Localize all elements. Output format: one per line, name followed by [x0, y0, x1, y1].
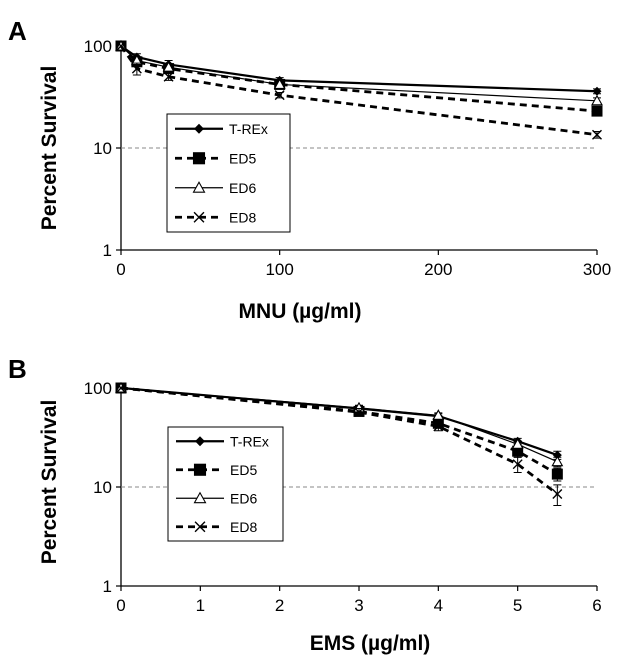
data-point [592, 129, 602, 140]
legend-marker-ed5 [193, 463, 207, 476]
data-point [551, 455, 564, 467]
data-point [552, 488, 563, 499]
x-tick-label: 5 [513, 596, 522, 615]
data-point [116, 383, 126, 393]
data-point [592, 86, 602, 96]
legend-marker-ed8 [193, 211, 205, 223]
legend-label-ed5: ED5 [229, 150, 256, 166]
legend-label-t-rex: T-REx [230, 433, 269, 449]
panel-letter: B [8, 354, 27, 384]
legend-label-ed6: ED6 [229, 180, 256, 196]
legend: T-REx ED5 ED6 ED8 [166, 113, 291, 233]
legend-marker-t-rex [194, 123, 204, 134]
legend-label-ed5: ED5 [230, 462, 257, 478]
panel-a: A Percent Survival MNU (µg/ml) 1 10 100 0 10… [8, 16, 611, 323]
x-tick-label: 100 [265, 260, 293, 279]
legend: T-REx ED5 ED6 ED8 [167, 426, 284, 542]
data-point [354, 407, 364, 418]
series-line [120, 45, 598, 93]
x-axis-label: MNU (µg/ml) [239, 300, 362, 323]
y-tick-label: 10 [93, 139, 112, 158]
series-ed8 [116, 41, 602, 140]
y-tick-label: 1 [103, 577, 112, 596]
data-point [163, 71, 174, 82]
y-axis-label: Percent Survival [38, 66, 61, 231]
x-tick-label: 4 [434, 596, 443, 615]
data-point [512, 459, 523, 470]
legend-marker-ed8 [194, 521, 206, 533]
data-point [162, 61, 175, 72]
data-point [116, 41, 126, 51]
error-bar [553, 484, 562, 507]
x-tick-label: 1 [196, 596, 205, 615]
legend-label-ed6: ED6 [230, 490, 257, 506]
y-tick-label: 10 [93, 478, 112, 497]
data-point [591, 94, 603, 106]
legend-label-ed8: ED8 [229, 209, 256, 225]
series-line [120, 386, 559, 496]
legend-marker-t-rex [195, 436, 205, 447]
y-tick-label: 1 [103, 241, 112, 260]
x-tick-label: 6 [592, 596, 601, 615]
y-axis-label: Percent Survival [38, 400, 61, 565]
legend-box [167, 426, 284, 542]
x-tick-label: 2 [275, 596, 284, 615]
data-point [274, 90, 285, 101]
legend-label-ed8: ED8 [230, 519, 257, 535]
y-tick-label: 100 [84, 37, 112, 56]
panel-letter: A [8, 16, 27, 46]
series-line [120, 45, 598, 102]
x-tick-label: 300 [583, 260, 611, 279]
data-point [432, 409, 445, 420]
series-ed8 [116, 383, 563, 507]
x-tick-label: 200 [424, 260, 452, 279]
series-ed6 [115, 39, 603, 106]
data-point [511, 438, 524, 449]
y-tick-label: 100 [84, 379, 112, 398]
data-point [433, 421, 444, 432]
data-point [131, 63, 142, 74]
x-tick-label: 3 [354, 596, 363, 615]
x-axis-label: EMS (µg/ml) [310, 632, 431, 655]
legend-marker-ed5 [192, 152, 206, 165]
data-point [551, 468, 563, 480]
legend-marker-ed6 [193, 491, 207, 504]
x-tick-label: 0 [116, 260, 125, 279]
legend-label-t-rex: T-REx [229, 121, 268, 137]
data-point [591, 105, 603, 117]
legend-box [166, 113, 291, 233]
legend-marker-ed6 [192, 181, 206, 193]
series-line [120, 45, 598, 113]
x-tick-label: 0 [116, 596, 125, 615]
data-point [273, 78, 286, 89]
series-t-rex [116, 41, 602, 96]
data-point [512, 445, 524, 457]
series-ed6 [115, 381, 564, 468]
